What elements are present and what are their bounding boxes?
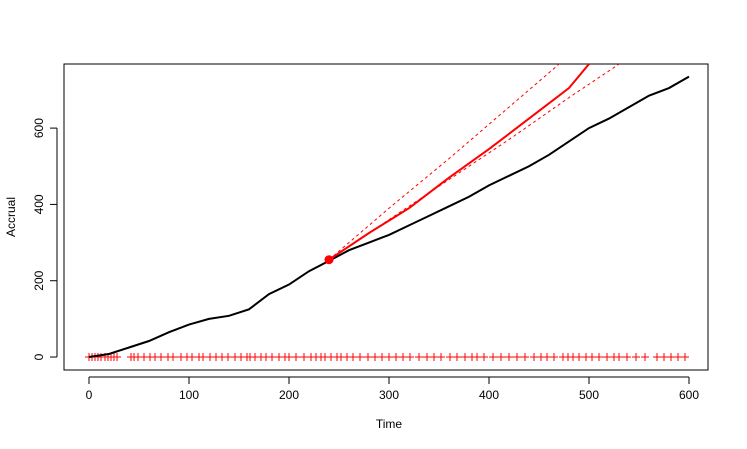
x-tick-label: 400	[479, 388, 499, 402]
rug-mark	[615, 353, 623, 362]
rug-mark	[430, 353, 438, 362]
rug-mark	[497, 353, 505, 362]
series-line	[328, 64, 590, 261]
y-tick-label: 400	[32, 194, 46, 214]
rug-mark	[392, 353, 400, 362]
rug-mark	[423, 353, 431, 362]
x-tick-label: 600	[679, 388, 699, 402]
rug-mark	[268, 353, 276, 362]
rug-mark	[543, 353, 551, 362]
rug-mark	[356, 353, 364, 362]
current-point	[324, 255, 334, 265]
y-axis-label: Accrual	[4, 197, 18, 237]
rug-mark	[641, 353, 649, 362]
series-line	[328, 64, 621, 261]
rug-mark	[521, 353, 529, 362]
rug-mark	[489, 353, 497, 362]
rug-mark	[453, 353, 461, 362]
rug-mark	[399, 353, 407, 362]
rug-mark	[292, 353, 300, 362]
rug-mark	[681, 353, 689, 362]
rug-mark	[199, 353, 207, 362]
x-tick-label: 500	[579, 388, 599, 402]
rug-mark	[415, 353, 423, 362]
rug-mark	[623, 353, 631, 362]
rug-mark	[461, 353, 469, 362]
rug-mark	[385, 353, 393, 362]
rug-mark	[588, 353, 596, 362]
rug-mark	[364, 353, 372, 362]
plot-box	[63, 63, 709, 371]
rug-mark	[437, 353, 445, 362]
rug-mark	[378, 353, 386, 362]
x-tick-label: 0	[86, 388, 93, 402]
rug-mark	[530, 353, 538, 362]
rug-mark	[300, 353, 308, 362]
x-axis-label: Time	[376, 417, 403, 431]
y-tick-label: 600	[32, 118, 46, 138]
series-line	[88, 75, 690, 359]
rug-mark	[595, 353, 603, 362]
y-tick-label: 200	[32, 270, 46, 290]
rug-mark	[632, 353, 640, 362]
rug-mark	[169, 353, 177, 362]
rug-mark	[157, 353, 165, 362]
rug-mark	[667, 353, 675, 362]
plot-area	[85, 64, 690, 362]
rug-mark	[224, 353, 232, 362]
x-tick-label: 200	[279, 388, 299, 402]
rug-mark	[446, 353, 454, 362]
series-line	[328, 64, 560, 261]
rug-mark	[603, 353, 611, 362]
rug-mark	[653, 353, 661, 362]
rug-mark	[660, 353, 668, 362]
rug-mark	[188, 353, 196, 362]
rug-mark	[575, 353, 583, 362]
rug-mark	[505, 353, 513, 362]
rug-mark	[480, 353, 488, 362]
x-tick-label: 100	[179, 388, 199, 402]
rug-mark	[113, 353, 121, 362]
rug-mark	[674, 353, 682, 362]
x-tick-label: 300	[379, 388, 399, 402]
rug-mark	[513, 353, 521, 362]
rug-mark	[349, 353, 357, 362]
rug-mark	[371, 353, 379, 362]
rug-mark	[550, 353, 558, 362]
rug-mark	[285, 353, 293, 362]
y-tick-label: 0	[32, 353, 46, 360]
rug-mark	[406, 353, 414, 362]
rug-mark	[473, 353, 481, 362]
